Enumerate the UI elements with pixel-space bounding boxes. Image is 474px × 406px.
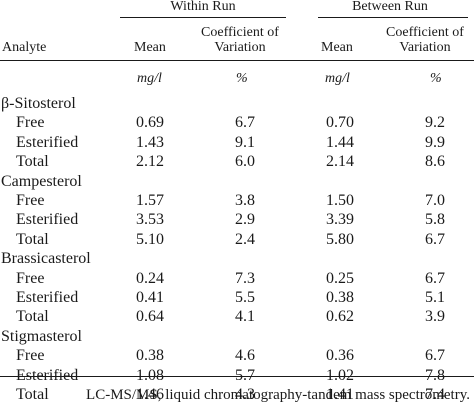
column-header-cv-between-line1: Coefficient of <box>386 25 464 40</box>
cell-cv-within: 3.8 <box>235 192 255 209</box>
cell-cv-within: 9.1 <box>235 134 255 151</box>
group-header-between-run: Between Run <box>352 0 428 14</box>
cell-mean-within: 1.43 <box>136 134 164 151</box>
cell-cv-between: 6.7 <box>425 270 445 287</box>
column-header-analyte: Analyte <box>2 40 47 55</box>
cell-mean-within: 0.64 <box>136 308 164 325</box>
row-label: Total <box>16 153 49 170</box>
row-label: Free <box>16 114 45 131</box>
cell-cv-within: 2.4 <box>235 231 255 248</box>
row-label: Esterified <box>16 211 79 228</box>
cell-mean-between: 0.38 <box>326 289 354 306</box>
cell-mean-within: 3.53 <box>136 211 164 228</box>
cell-mean-within: 0.24 <box>136 270 164 287</box>
group-rule-between <box>318 17 468 18</box>
section-heading: β-Sitosterol <box>1 95 76 112</box>
cell-cv-within: 4.3 <box>235 386 255 403</box>
section-heading: Campesterol <box>1 173 82 190</box>
column-header-cv-within-line1: Coefficient of <box>201 25 279 40</box>
section-heading: Stigmasterol <box>1 328 82 345</box>
cell-mean-within: 1.57 <box>136 192 164 209</box>
column-header-cv-within-line2: Variation <box>214 40 266 55</box>
cell-cv-between: 7.4 <box>425 386 445 403</box>
row-label: Free <box>16 192 45 209</box>
cell-cv-between: 9.2 <box>425 114 445 131</box>
cell-cv-between: 5.8 <box>425 211 445 228</box>
cell-mean-between: 0.36 <box>326 347 354 364</box>
row-label: Esterified <box>16 134 79 151</box>
cell-cv-within: 6.7 <box>235 114 255 131</box>
cell-cv-between: 9.9 <box>425 134 445 151</box>
column-header-cv-between-line2: Variation <box>399 40 451 55</box>
cell-cv-between: 7.0 <box>425 192 445 209</box>
cell-mean-between: 1.50 <box>326 192 354 209</box>
column-header-mean-within: Mean <box>134 40 166 55</box>
cell-mean-between: 2.14 <box>326 153 354 170</box>
cell-cv-within: 4.1 <box>235 308 255 325</box>
unit-cv-between: % <box>430 71 442 86</box>
column-header-mean-between: Mean <box>321 40 353 55</box>
cell-mean-within: 0.41 <box>136 289 164 306</box>
unit-mean-between: mg/l <box>325 71 350 86</box>
cell-cv-between: 3.9 <box>425 308 445 325</box>
cell-mean-within: 0.69 <box>136 114 164 131</box>
cell-cv-within: 5.7 <box>235 367 255 384</box>
cell-cv-within: 2.9 <box>235 211 255 228</box>
cell-mean-within: 0.38 <box>136 347 164 364</box>
cell-mean-within: 1.08 <box>136 367 164 384</box>
cell-mean-between: 1.41 <box>326 386 354 403</box>
row-label: Total <box>16 308 49 325</box>
cell-mean-between: 0.70 <box>326 114 354 131</box>
cell-cv-between: 7.8 <box>425 367 445 384</box>
cell-cv-within: 7.3 <box>235 270 255 287</box>
cell-cv-within: 5.5 <box>235 289 255 306</box>
cell-cv-within: 4.6 <box>235 347 255 364</box>
group-header-within-run: Within Run <box>170 0 236 14</box>
cell-cv-within: 6.0 <box>235 153 255 170</box>
cell-cv-between: 6.7 <box>425 231 445 248</box>
row-label: Esterified <box>16 289 79 306</box>
cell-mean-between: 3.39 <box>326 211 354 228</box>
cell-cv-between: 5.1 <box>425 289 445 306</box>
cell-mean-within: 2.12 <box>136 153 164 170</box>
cell-mean-between: 0.62 <box>326 308 354 325</box>
header-rule <box>0 60 474 61</box>
cell-mean-between: 1.02 <box>326 367 354 384</box>
footer-rule <box>0 376 474 377</box>
cell-mean-between: 5.80 <box>326 231 354 248</box>
cell-mean-between: 0.25 <box>326 270 354 287</box>
section-heading: Brassicasterol <box>1 250 91 267</box>
cell-mean-within: 5.10 <box>136 231 164 248</box>
row-label: Free <box>16 347 45 364</box>
row-label: Free <box>16 270 45 287</box>
row-label: Total <box>16 231 49 248</box>
row-label: Esterified <box>16 367 79 384</box>
cell-mean-between: 1.44 <box>326 134 354 151</box>
unit-cv-within: % <box>236 71 248 86</box>
group-rule-within <box>120 17 286 18</box>
unit-mean-within: mg/l <box>137 71 162 86</box>
cell-cv-between: 8.6 <box>425 153 445 170</box>
cell-mean-within: 1.46 <box>136 386 164 403</box>
footnote: LC-MS/MS, liquid chromatography-tandem m… <box>86 387 470 403</box>
cell-cv-between: 6.7 <box>425 347 445 364</box>
row-label: Total <box>16 386 49 403</box>
